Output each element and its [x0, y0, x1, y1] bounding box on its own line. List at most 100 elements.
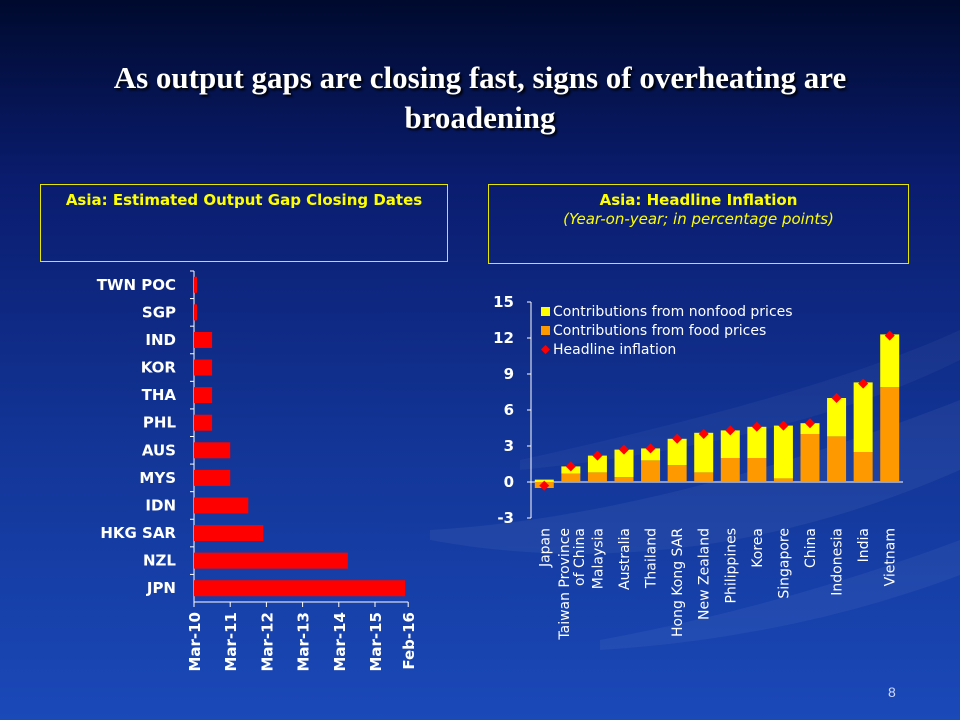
nonfood-bar-5	[667, 438, 687, 466]
legend-label-2: Headline inflation	[553, 342, 676, 358]
inflation-category-line: Indonesia	[830, 528, 846, 596]
inflation-category-line: Singapore	[776, 528, 792, 599]
inflation-y-tick-label-4: 3	[504, 437, 514, 455]
legend-swatch-2	[541, 345, 550, 354]
nonfood-bar-13	[880, 334, 900, 388]
headline-marker-4	[645, 443, 656, 454]
inflation-category-line: New Zealand	[697, 528, 713, 620]
x-tick-label-1: Mar-11	[222, 612, 240, 672]
headline-marker-12	[858, 378, 869, 389]
legend-swatch-0	[541, 307, 550, 316]
headline-marker-0	[539, 480, 550, 491]
inflation-category-label-5: Hong Kong SAR	[670, 528, 686, 637]
gap-category-label-0: TWN POC	[97, 276, 176, 294]
inflation-category-line: Philippines	[723, 528, 739, 603]
inflation-category-line: China	[803, 528, 819, 568]
inflation-category-label-10: China	[803, 528, 819, 568]
gap-bar-7	[194, 469, 231, 486]
inflation-category-label-2: Malaysia	[590, 528, 606, 589]
nonfood-bar-12	[853, 382, 873, 452]
gap-bar-2	[194, 331, 213, 348]
inflation-category-line: Malaysia	[590, 528, 606, 589]
food-bar-4	[641, 460, 661, 482]
inflation-chart-subtitle: (Year-on-year; in percentage points)	[563, 210, 834, 228]
inflation-category-label-11: Indonesia	[830, 528, 846, 596]
headline-marker-13	[884, 330, 895, 341]
headline-marker-2	[592, 450, 603, 461]
slide-title: As output gaps are closing fast, signs o…	[113, 60, 847, 135]
headline-marker-5	[672, 433, 683, 444]
gap-bar-3	[194, 359, 213, 376]
nonfood-bar-2	[587, 455, 607, 473]
food-bar-11	[827, 436, 847, 482]
gap-category-label-9: HKG SAR	[100, 524, 176, 542]
nonfood-bar-7	[720, 430, 740, 458]
x-tick-label-0: Mar-10	[186, 612, 204, 672]
headline-marker-8	[751, 421, 762, 432]
inflation-category-label-13: Vietnam	[883, 528, 899, 586]
gap-bar-11	[194, 580, 406, 597]
x-tick-label-6: Feb-16	[400, 612, 418, 670]
gap-bar-4	[194, 387, 213, 404]
food-bar-8	[747, 458, 767, 482]
x-tick-label-5: Mar-15	[367, 612, 385, 672]
gap-category-label-4: THA	[142, 386, 177, 404]
food-bar-13	[880, 387, 900, 482]
gap-bar-1	[194, 304, 198, 321]
nonfood-bar-9	[773, 425, 793, 479]
inflation-category-label-1: Taiwan Provinceof China	[557, 528, 588, 641]
headline-marker-6	[698, 429, 709, 439]
headline-marker-1	[565, 461, 576, 472]
output-gap-chart-title: Asia: Estimated Output Gap Closing Dates	[65, 191, 423, 209]
inflation-y-tick-label-5: 0	[504, 473, 514, 491]
inflation-category-line: Japan	[537, 528, 553, 568]
x-tick-label-4: Mar-14	[331, 612, 349, 672]
legend-swatch-1	[541, 326, 550, 335]
gap-category-label-5: PHL	[143, 414, 177, 432]
nonfood-bar-11	[827, 398, 847, 437]
gap-bar-6	[194, 442, 231, 459]
legend-label-1: Contributions from food prices	[553, 323, 766, 339]
headline-marker-7	[725, 425, 736, 436]
gap-category-label-2: IND	[145, 331, 176, 349]
inflation-category-line: Vietnam	[883, 528, 899, 586]
inflation-category-label-4: Thailand	[644, 528, 660, 589]
headline-marker-10	[805, 418, 815, 429]
gap-category-label-11: JPN	[146, 579, 176, 597]
inflation-chart-title: Asia: Headline Inflation	[599, 191, 798, 209]
food-bar-7	[720, 458, 740, 482]
inflation-y-tick-label-6: -3	[497, 509, 514, 527]
gap-category-label-8: IDN	[145, 496, 176, 514]
gap-category-label-10: NZL	[143, 552, 176, 570]
gap-category-label-7: MYS	[139, 469, 176, 487]
nonfood-bar-3	[614, 449, 634, 478]
food-bar-1	[561, 473, 581, 482]
nonfood-bar-10	[800, 423, 820, 434]
nonfood-bar-4	[641, 448, 661, 461]
inflation-category-label-6: New Zealand	[697, 528, 713, 620]
inflation-category-line: of China	[572, 528, 588, 586]
inflation-category-line: India	[856, 528, 872, 562]
output-gap-chart-title-box: Asia: Estimated Output Gap Closing Dates	[40, 184, 448, 262]
inflation-y-tick-label-1: 12	[493, 329, 514, 347]
page-number: 8	[888, 684, 896, 700]
food-bar-12	[853, 452, 873, 482]
nonfood-bar-8	[747, 426, 767, 458]
food-bar-6	[694, 472, 714, 482]
food-bar-2	[587, 472, 607, 482]
gap-bar-8	[194, 497, 249, 514]
gap-bar-0	[194, 276, 198, 293]
inflation-category-line: Thailand	[644, 528, 660, 589]
food-bar-9	[773, 478, 793, 482]
inflation-category-label-3: Australia	[617, 528, 633, 590]
nonfood-bar-6	[694, 432, 714, 473]
inflation-y-tick-label-2: 9	[504, 365, 514, 383]
inflation-y-tick-label-3: 6	[504, 401, 514, 419]
inflation-category-label-8: Korea	[750, 528, 766, 568]
x-tick-label-3: Mar-13	[295, 612, 313, 672]
gap-bar-10	[194, 552, 348, 569]
gap-category-label-6: AUS	[142, 441, 176, 459]
